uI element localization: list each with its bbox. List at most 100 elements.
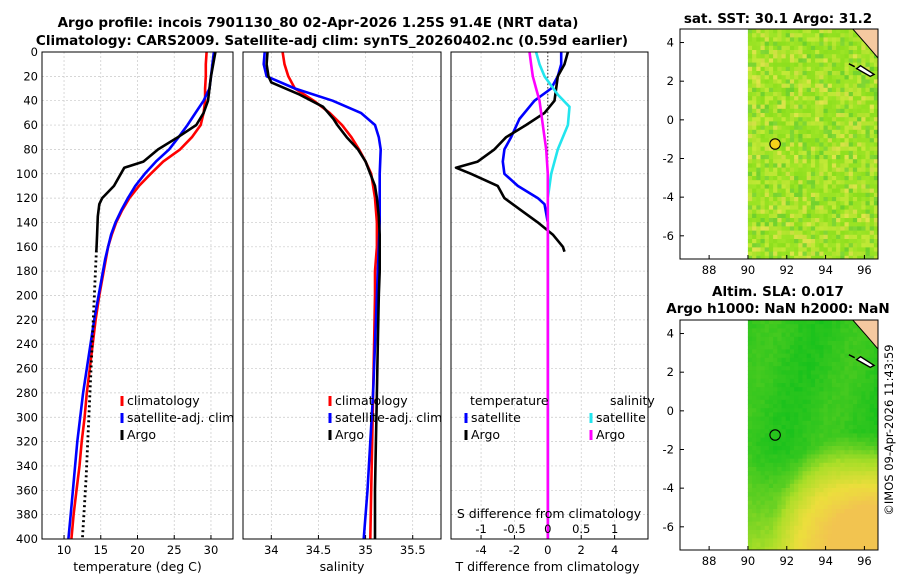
sla_map-cell <box>747 387 753 392</box>
sla_map-cell <box>773 399 778 405</box>
sla_map-cell <box>760 378 766 384</box>
sla_map-cell <box>836 341 841 346</box>
sla_map-cell <box>869 454 875 459</box>
sst_map-cell <box>836 163 841 168</box>
sla_map-cell <box>806 446 812 451</box>
sla_map-cell <box>764 416 770 422</box>
sst_map-cell <box>819 117 824 122</box>
sla_map-cell <box>777 399 782 405</box>
sst_map-cell <box>815 209 820 215</box>
sst_map-cell <box>756 125 761 131</box>
sst_map-cell <box>831 121 837 126</box>
sla_map-cell <box>840 378 845 384</box>
sla_map-cell <box>752 345 757 350</box>
sst_map-cell <box>747 205 753 210</box>
sst_map-cell <box>789 251 795 257</box>
sla_map-cell <box>861 538 866 543</box>
sla_map-cell <box>806 366 812 371</box>
sla_map-cell <box>760 366 766 371</box>
sst_map-cell <box>844 79 850 84</box>
sla_map-cell <box>848 399 854 405</box>
sst_map-cell <box>752 125 757 131</box>
sla_map-cell <box>844 467 850 472</box>
sla_map-cell <box>789 332 795 338</box>
sla_map-cell <box>827 437 833 443</box>
sst_map-cell <box>802 159 808 164</box>
sla_map-cell <box>781 378 787 384</box>
sla_map-cell <box>806 408 812 413</box>
sst_map-cell <box>752 197 757 202</box>
sla_map-cell <box>852 467 858 472</box>
sst_map-cell <box>840 87 845 93</box>
sla_map-cell <box>785 546 791 550</box>
sst_map-cell <box>768 167 774 173</box>
sst_map-cell <box>802 79 808 84</box>
sst_map-cell <box>756 176 761 181</box>
sla_map-cell <box>815 504 820 510</box>
sla_map-cell <box>773 534 778 539</box>
sst_map-cell <box>819 125 824 131</box>
sst_map-cell <box>760 66 766 72</box>
sla_map-cell <box>764 542 770 548</box>
sst_map-cell <box>789 167 795 173</box>
sst_map-cell <box>768 209 774 215</box>
sla_map-cell <box>752 404 757 409</box>
sst_map-cell <box>857 41 862 47</box>
sla_map-cell <box>865 471 871 476</box>
sst_map-cell <box>806 100 812 105</box>
sla_map-cell <box>857 534 862 539</box>
sla_map-cell <box>873 483 878 489</box>
sst_map-cell <box>865 150 871 156</box>
sst_map-cell <box>852 213 858 219</box>
sst_map-cell <box>798 234 803 240</box>
sst_map-cell <box>806 188 812 194</box>
sst_map-cell <box>752 209 757 215</box>
sst_map-cell <box>869 255 875 259</box>
sst_map-cell <box>865 255 871 259</box>
sla_map-cell <box>806 378 812 384</box>
sla_map-cell <box>865 525 871 531</box>
sla_map-cell <box>764 437 770 443</box>
sla_map-cell <box>827 362 833 367</box>
sla_map-cell <box>802 341 808 346</box>
sla_map-cell <box>760 404 766 409</box>
sla_map-cell <box>827 425 833 430</box>
sst_map-cell <box>836 243 841 248</box>
sla_map-cell <box>764 462 770 468</box>
sst_map-cell <box>802 167 808 173</box>
sla_map-cell <box>794 446 799 451</box>
sst_map-cell <box>785 113 791 118</box>
sst_map-cell <box>810 66 816 72</box>
sst_map-cell <box>773 180 778 185</box>
sla_map-cell <box>810 542 816 548</box>
sst_map-cell <box>760 62 766 68</box>
sst_map-cell <box>815 243 820 248</box>
sla_map-cell <box>773 446 778 451</box>
sst_map-cell <box>785 201 791 206</box>
sla_map-cell <box>861 441 866 447</box>
sst_map-cell <box>794 62 799 68</box>
sla_map-cell <box>836 324 841 329</box>
sst_map-cell <box>760 255 766 259</box>
sst_map-cell <box>840 171 845 177</box>
sst_map-cell <box>819 155 824 160</box>
sla_map-cell <box>810 349 816 354</box>
sst_map-cell <box>831 92 837 97</box>
sst_map-cell <box>794 92 799 97</box>
sla_map-cell <box>810 441 816 447</box>
sst_map-cell <box>781 87 787 93</box>
sst_map-cell <box>764 150 770 156</box>
sst_map-cell <box>773 87 778 93</box>
sst_map-field <box>680 29 878 259</box>
sst_map-cell <box>852 146 858 152</box>
sla_map-cell <box>794 433 799 438</box>
sla_map-cell <box>789 521 795 527</box>
sla_map-cell <box>844 437 850 443</box>
sst_map-cell <box>777 58 782 63</box>
sst_map-cell <box>827 201 833 206</box>
sla_map-cell <box>873 408 878 413</box>
sst_map-cell <box>827 192 833 198</box>
sla_map-cell <box>865 408 871 413</box>
